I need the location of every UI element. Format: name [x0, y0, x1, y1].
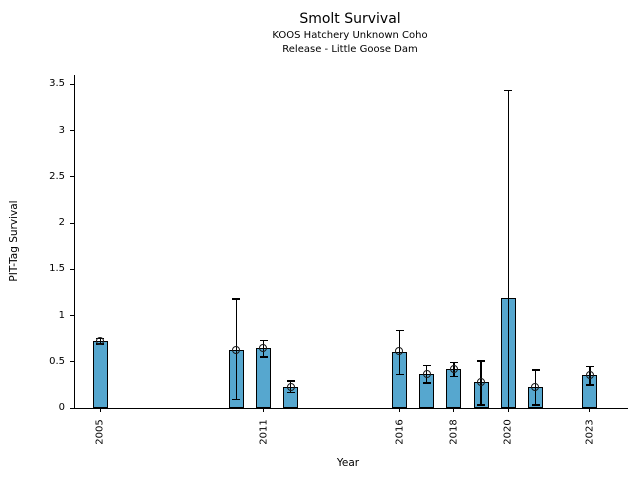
chart-title: Smolt Survival — [299, 11, 401, 27]
x-tick-label-2016: 2016 — [394, 419, 405, 445]
y-tick-mark — [70, 407, 74, 409]
error-cap-low-2011 — [259, 356, 268, 358]
error-cap-high-2012 — [286, 380, 295, 382]
point-marker-2021 — [531, 382, 540, 391]
y-tick-mark — [70, 176, 74, 178]
error-cap-high-2016 — [395, 329, 404, 332]
point-marker-2012 — [286, 382, 295, 391]
y-tick-mark — [70, 222, 74, 224]
point-marker-2018 — [449, 364, 458, 373]
point-marker-2019 — [476, 377, 485, 386]
error-cap-low-2012 — [286, 391, 295, 394]
error-bar-2020 — [507, 90, 510, 408]
x-tick-label-2005: 2005 — [94, 419, 106, 445]
y-tick-mark — [70, 361, 74, 363]
y-tick-mark — [70, 268, 74, 270]
error-cap-low-2021 — [531, 404, 540, 406]
point-marker-2011 — [259, 343, 268, 352]
error-cap-high-2023 — [585, 365, 594, 368]
y-tick-label: 1.5 — [49, 263, 65, 275]
error-cap-high-2021 — [531, 369, 540, 371]
error-cap-low-2019 — [477, 404, 486, 406]
error-cap-low-2023 — [585, 384, 594, 386]
y-axis-label: PIT-Tag Survival — [8, 200, 20, 282]
x-tick-mark — [263, 408, 264, 412]
y-tick-mark — [70, 315, 74, 316]
x-tick-label-2020: 2020 — [502, 419, 514, 445]
point-marker-2023 — [585, 370, 594, 379]
x-tick-mark — [453, 408, 455, 412]
error-cap-low-2018 — [449, 375, 458, 378]
y-tick-label: 0.5 — [49, 355, 65, 367]
bar-2005 — [92, 341, 108, 408]
y-tick-mark — [70, 83, 74, 85]
chart-subtitle-line1: KOOS Hatchery Unknown Coho — [272, 30, 428, 41]
x-tick-label-2023: 2023 — [584, 419, 596, 445]
y-tick-label: 3.5 — [49, 78, 65, 90]
chart-subtitle-line2: Release - Little Goose Dam — [282, 44, 418, 55]
error-cap-high-2019 — [477, 360, 486, 362]
point-marker-2005 — [96, 337, 105, 346]
plot-area: 0 0.5 1 1.5 2 2.5 3 3.5 2005 2011 2016 2018 2020 2023 — [49, 75, 628, 445]
y-tick-label: 3 — [58, 124, 65, 136]
error-cap-high-2011 — [259, 339, 268, 342]
y-tick-mark — [70, 130, 74, 131]
point-marker-2010 — [232, 345, 241, 354]
x-tick-mark — [589, 408, 591, 412]
x-tick-mark — [507, 408, 509, 412]
error-cap-high-2017 — [422, 364, 431, 367]
point-marker-2017 — [422, 369, 431, 378]
error-cap-low-2010 — [232, 398, 241, 401]
y-tick-label: 1 — [58, 309, 65, 321]
y-tick-label: 0 — [58, 402, 65, 413]
point-marker-2016 — [395, 347, 404, 356]
x-tick-label-2011: 2011 — [258, 419, 269, 445]
x-tick-mark — [99, 408, 101, 412]
error-cap-high-2018 — [449, 361, 458, 364]
error-cap-high-2020 — [504, 89, 513, 92]
error-cap-high-2010 — [232, 298, 241, 300]
y-tick-label: 2 — [58, 217, 65, 228]
error-cap-low-2017 — [422, 382, 431, 384]
y-tick-label: 2.5 — [49, 170, 65, 182]
x-tick-label-2018: 2018 — [448, 419, 460, 445]
x-axis-label: Year — [336, 457, 360, 469]
error-cap-low-2016 — [395, 373, 404, 376]
x-tick-mark — [399, 408, 400, 412]
